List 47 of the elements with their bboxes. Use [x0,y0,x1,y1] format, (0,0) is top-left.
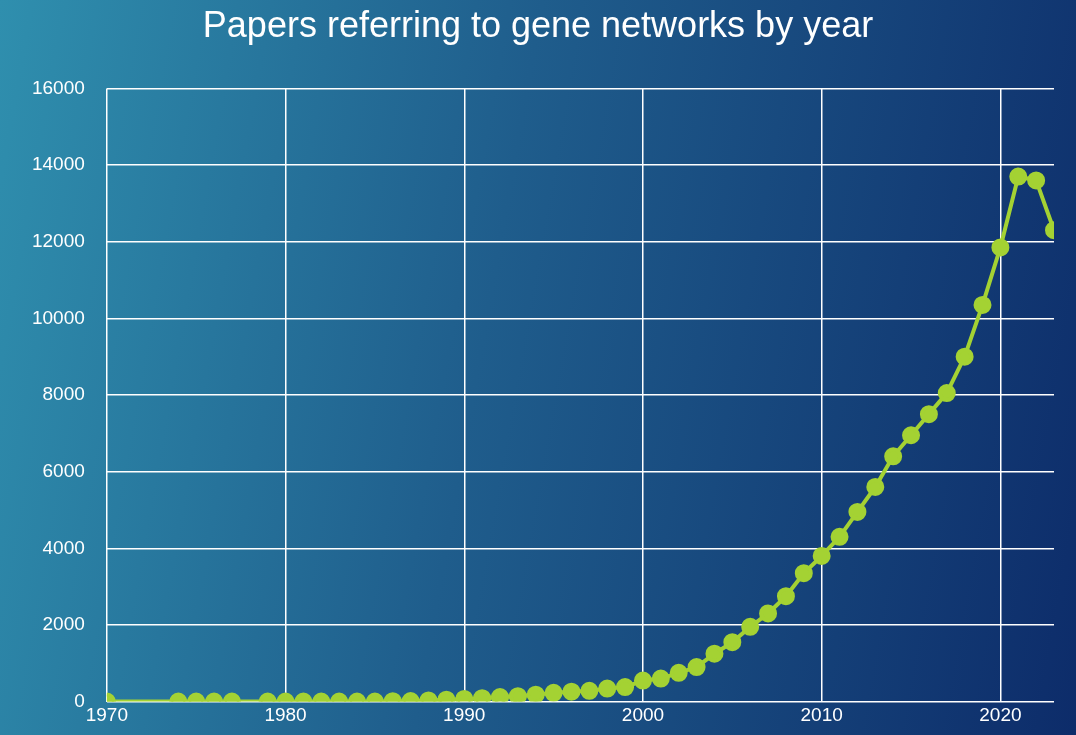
point [598,679,617,698]
point [1027,171,1046,190]
point [884,447,903,466]
y-tick-label: 6000 [42,459,85,481]
point [491,688,509,702]
chart-title: Papers referring to gene networks by year [201,4,875,46]
point [937,384,956,403]
point [902,426,921,445]
point [687,658,706,677]
x-tick-label: 1980 [264,704,307,726]
point [705,644,724,663]
point [955,347,974,366]
point [633,671,652,690]
point [1009,167,1028,186]
point [669,663,688,682]
point [562,682,581,701]
point [651,669,670,688]
x-tick-label: 2000 [621,704,665,726]
point [776,587,795,606]
point [848,502,867,521]
point [830,527,849,546]
point [919,405,938,424]
y-tick-label: 8000 [42,383,85,405]
x-tick-label: 2020 [979,704,1022,726]
x-tick-label: 1970 [85,704,128,726]
point [526,685,545,702]
point [723,633,742,652]
x-tick-label: 1990 [443,704,486,726]
point [991,238,1010,257]
y-tick-label: 0 [74,689,85,711]
point [866,477,885,496]
y-tick-label: 10000 [31,306,85,328]
x-tick-label: 2010 [800,704,843,726]
point [580,681,599,700]
point [759,604,778,623]
point [812,546,831,565]
y-tick-label: 12000 [31,229,85,251]
y-tick-label: 2000 [42,613,85,635]
y-tick-label: 16000 [31,76,85,98]
point [508,687,527,702]
y-tick-label: 14000 [31,153,85,175]
point [794,564,813,583]
point [544,683,563,702]
point [973,295,992,314]
y-tick-label: 4000 [42,536,85,558]
point [741,617,760,636]
point [616,678,635,697]
